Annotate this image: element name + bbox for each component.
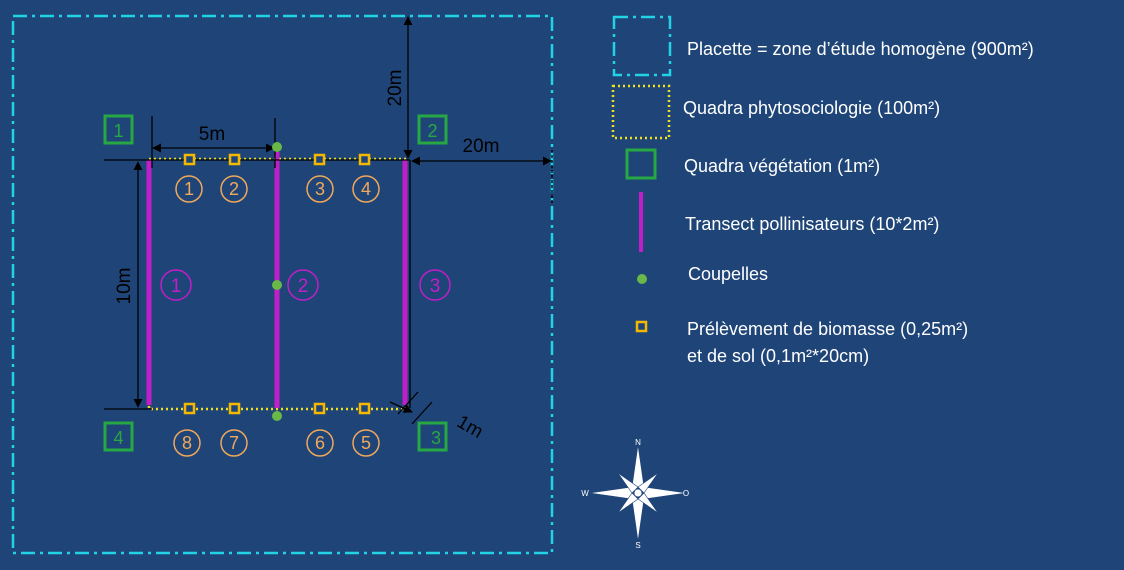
coupelle-bottom	[272, 411, 282, 421]
legend-biomasse-swatch	[635, 320, 648, 333]
biomasse-number-5: 5	[361, 433, 371, 453]
quadra-vegetation-3	[417, 421, 448, 452]
biomasse-number-6: 6	[315, 433, 325, 453]
measure-20m-horizontal: 20m	[463, 136, 500, 157]
legend-transect-label: Transect pollinisateurs (10*2m²)	[685, 214, 939, 234]
compass-w-label: W	[581, 489, 589, 498]
quadra-vegetation-2	[417, 114, 448, 145]
biomasse-number-2: 2	[229, 179, 239, 199]
biomasse-point-4	[358, 153, 371, 166]
biomasse-point-3	[313, 153, 326, 166]
transect-number-circle-1	[160, 269, 192, 301]
biomasse-point-8	[183, 402, 196, 415]
legend-quadra-phyto-swatch	[611, 84, 671, 140]
measure-20m-vertical: 20m	[385, 70, 406, 107]
biomasse-number-8: 8	[182, 433, 192, 453]
biomasse-number-circle-4	[352, 175, 380, 203]
compass-e-label: O	[683, 489, 689, 498]
biomasse-number-3: 3	[315, 179, 325, 199]
quadra-vegetation-label-4: 4	[113, 428, 123, 448]
biomasse-point-7	[228, 402, 241, 415]
transect-number-circle-3	[419, 269, 451, 301]
legend-biomasse-label-line1: Prélèvement de biomasse (0,25m²)	[687, 319, 968, 339]
biomasse-number-circle-1	[175, 175, 203, 203]
quadra-vegetation-label-3: 3	[431, 428, 441, 448]
one-m-tick-b	[411, 401, 433, 425]
measure-1m: 1m	[453, 412, 486, 443]
biomasse-number-circle-3	[306, 175, 334, 203]
biomasse-number-circle-8	[173, 429, 201, 457]
legend-quadra-vegetation-swatch	[625, 148, 657, 180]
transect-number-3: 3	[430, 276, 441, 297]
dimension-arrow-1m	[389, 401, 413, 413]
one-m-tick-a	[397, 391, 419, 415]
compass-s-label: S	[635, 541, 640, 550]
placette-outline	[11, 14, 554, 555]
legend-coupelles-label: Coupelles	[688, 264, 768, 284]
biomasse-number-4: 4	[361, 179, 371, 199]
biomasse-number-1: 1	[184, 179, 194, 199]
legend-placette-swatch	[612, 15, 672, 77]
biomasse-number-circle-6	[306, 429, 334, 457]
biomasse-number-circle-7	[220, 429, 248, 457]
legend-coupelle-swatch	[637, 274, 647, 284]
legend-biomasse-label-line2: et de sol (0,1m²*20cm)	[687, 346, 869, 366]
legend-quadra-phyto-label: Quadra phytosociologie (100m²)	[683, 98, 940, 118]
quadra-vegetation-1	[103, 114, 134, 145]
transect-number-2: 2	[298, 276, 309, 297]
legend-quadra-vegetation-label: Quadra végétation (1m²)	[684, 156, 880, 176]
biomasse-number-circle-5	[352, 429, 380, 457]
biomasse-number-7: 7	[229, 433, 239, 453]
biomasse-point-5	[358, 402, 371, 415]
biomasse-point-2	[228, 153, 241, 166]
biomasse-point-1	[183, 153, 196, 166]
compass-rose-icon: N S W O	[581, 438, 689, 550]
legend-placette-label: Placette = zone d’étude homogène (900m²)	[687, 39, 1034, 59]
measure-10m: 10m	[114, 268, 135, 305]
quadra-vegetation-label-2: 2	[427, 121, 437, 141]
quadra-vegetation-label-1: 1	[113, 121, 123, 141]
biomasse-number-circle-2	[220, 175, 248, 203]
biomasse-point-6	[313, 402, 326, 415]
coupelle-middle	[272, 280, 282, 290]
transect-number-circle-2	[287, 269, 319, 301]
measure-5m: 5m	[199, 124, 225, 145]
quadra-vegetation-4	[103, 421, 134, 452]
transect-number-1: 1	[171, 276, 182, 297]
coupelle-top	[272, 142, 282, 152]
compass-n-label: N	[635, 438, 641, 447]
